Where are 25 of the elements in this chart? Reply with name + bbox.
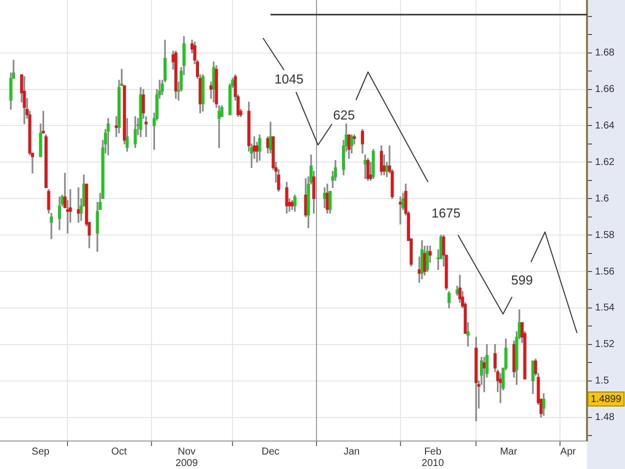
y-tick-label: 1.66: [595, 84, 615, 96]
annotation: 1675: [432, 205, 460, 220]
annotation: 599: [511, 272, 533, 288]
x-tick-label: Nov 2009: [176, 446, 198, 469]
y-tick-label: 1.64: [595, 120, 615, 132]
candlestick: [466, 322, 470, 347]
y-tick-label: 1.56: [595, 266, 615, 278]
x-tick-label: Dec: [262, 446, 280, 458]
y-tick-label: 1.54: [595, 302, 615, 314]
x-tick-label: Mar: [500, 446, 518, 458]
annotation: 1045: [274, 71, 304, 86]
y-tick-label: 1.62: [595, 156, 615, 168]
x-tick-label: Jan: [344, 446, 360, 458]
y-tick-label: 1.6: [595, 193, 610, 204]
x-tick-label: Apr: [560, 446, 577, 458]
text: 1.4899: [590, 394, 622, 406]
x-tick-label: Feb 2010: [422, 446, 444, 469]
annotation: 625: [333, 107, 355, 122]
y-tick-label: 1.5: [595, 376, 610, 387]
y-tick-label: 1.48: [595, 412, 615, 424]
y-tick-label: 1.52: [595, 339, 615, 350]
x-tick-label: Oct: [111, 446, 128, 458]
y-tick-label: 1.68: [595, 48, 615, 59]
x-tick-label: Sep: [32, 446, 50, 458]
y-tick-label: 1.58: [595, 230, 615, 241]
